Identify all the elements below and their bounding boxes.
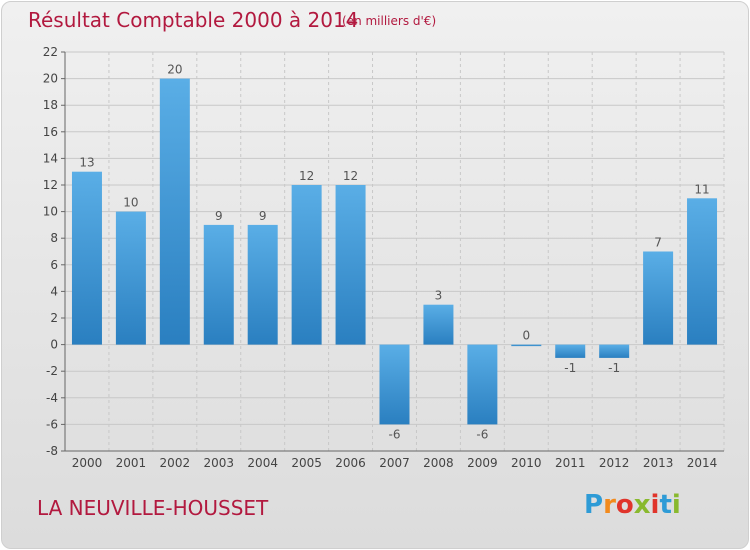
x-tick-labels: 2000 2001 2002 2003 2004 2005 2006 2007 2008 2009… — [72, 456, 718, 470]
data-label: 10 — [123, 196, 138, 210]
y-tick-label: 18 — [43, 98, 58, 112]
logo-letter: P — [584, 490, 604, 520]
x-tick-label: 2001 — [116, 456, 147, 470]
bar-2013 — [643, 251, 674, 345]
y-tick-labels: -8 -6 -4 -2 0 2 4 6 8 10 12 14 16 18 20 22 — [43, 45, 58, 458]
logo-letter: x — [633, 490, 651, 520]
bar-2010 — [511, 344, 542, 347]
x-tick-label: 2013 — [643, 456, 674, 470]
x-tick-label: 2004 — [247, 456, 278, 470]
logo-letter: i — [650, 490, 660, 520]
chart-title: Résultat Comptable 2000 à 2014 — [28, 8, 359, 32]
data-label: 3 — [435, 289, 443, 303]
bar-2004 — [247, 224, 278, 345]
x-tick-label: 2009 — [467, 456, 498, 470]
bar-2000 — [71, 171, 102, 345]
proxiti-logo[interactable]: Proxiti — [584, 490, 681, 520]
y-tick-label: -6 — [46, 417, 58, 431]
bar-2006 — [335, 185, 366, 345]
data-label: 7 — [654, 236, 662, 250]
x-tick-label: 2002 — [160, 456, 191, 470]
data-labels: 13 10 20 9 9 12 12 -6 3 -6 0 -1 -1 7 11 — [79, 63, 709, 442]
commune-name: LA NEUVILLE-HOUSSET — [37, 496, 269, 520]
x-tick-label: 2010 — [511, 456, 542, 470]
logo-letter: t — [659, 490, 672, 520]
bar-2003 — [203, 224, 234, 345]
bar-2008 — [423, 304, 454, 345]
y-tick-label: -8 — [46, 444, 58, 458]
data-label: -1 — [608, 361, 620, 375]
data-label: 12 — [299, 169, 314, 183]
data-label: 13 — [79, 156, 94, 170]
y-tick-label: 10 — [43, 205, 58, 219]
y-tick-label: 20 — [43, 72, 58, 86]
x-tick-label: 2011 — [555, 456, 586, 470]
bar-2005 — [291, 185, 322, 345]
x-tick-label: 2012 — [599, 456, 630, 470]
y-tick-label: 2 — [50, 311, 58, 325]
logo-letter: o — [615, 490, 634, 520]
y-tick-label: 0 — [50, 338, 58, 352]
y-tick-label: -4 — [46, 391, 58, 405]
bar-2012 — [599, 344, 630, 358]
x-tick-label: 2005 — [291, 456, 322, 470]
bar-2014 — [687, 198, 718, 345]
data-label: -6 — [476, 427, 488, 441]
data-label: 12 — [343, 169, 358, 183]
bar-2009 — [467, 344, 498, 425]
bar-2002 — [159, 78, 190, 345]
y-tick-label: 6 — [50, 258, 58, 272]
y-tick-label: 4 — [50, 284, 58, 298]
y-tick-label: 14 — [43, 151, 58, 165]
data-label: 0 — [522, 329, 530, 343]
y-tick-label: 16 — [43, 125, 58, 139]
logo-letter: r — [603, 490, 616, 520]
x-tick-label: 2006 — [335, 456, 366, 470]
x-tick-label: 2007 — [379, 456, 410, 470]
x-tick-label: 2014 — [687, 456, 718, 470]
y-tick-label: 8 — [50, 231, 58, 245]
data-label: 9 — [215, 209, 223, 223]
x-tick-label: 2003 — [203, 456, 234, 470]
x-tick-label: 2000 — [72, 456, 103, 470]
y-tick-label: -2 — [46, 364, 58, 378]
chart-subtitle: (en milliers d'€) — [342, 14, 437, 28]
bar-2007 — [379, 344, 410, 425]
y-tick-label: 12 — [43, 178, 58, 192]
data-label: -6 — [389, 427, 401, 441]
logo-letter: i — [671, 490, 681, 520]
bars — [71, 78, 718, 425]
x-tick-label: 2008 — [423, 456, 454, 470]
bar-2001 — [115, 211, 146, 345]
data-label: -1 — [564, 361, 576, 375]
data-label: 20 — [167, 63, 182, 77]
axes — [61, 51, 724, 452]
bar-2011 — [555, 344, 586, 358]
data-label: 9 — [259, 209, 267, 223]
y-tick-label: 22 — [43, 45, 58, 59]
data-label: 11 — [694, 182, 709, 196]
